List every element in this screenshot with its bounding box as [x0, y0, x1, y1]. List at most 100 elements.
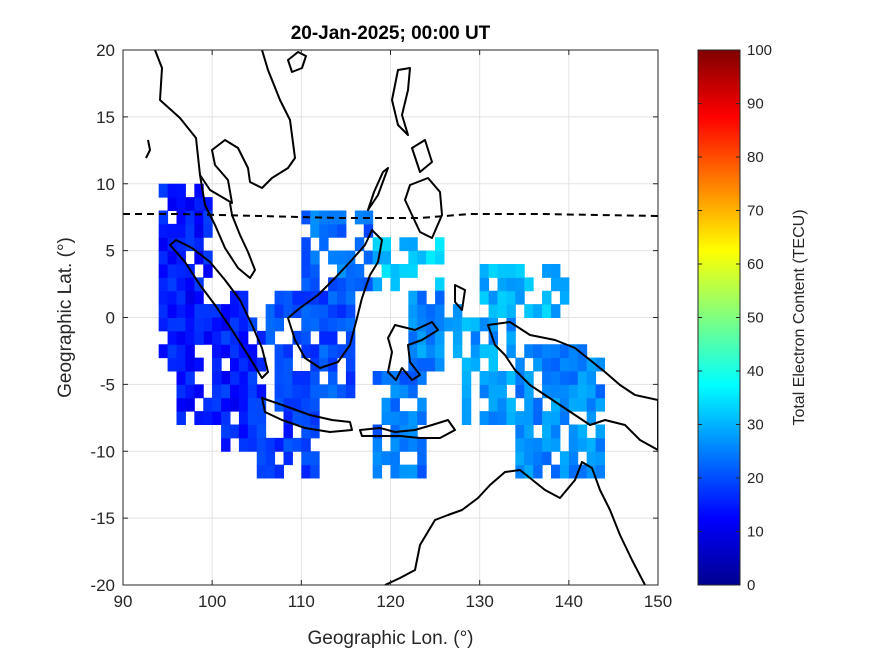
tec-cell — [203, 304, 213, 318]
tec-cell — [194, 290, 204, 305]
tec-cell — [488, 357, 498, 372]
tec-cell — [176, 210, 186, 225]
tec-cell — [194, 250, 204, 265]
tec-cell — [212, 344, 222, 359]
tec-cell — [533, 397, 543, 412]
tec-cell — [230, 371, 240, 385]
tec-cell — [319, 330, 329, 345]
y-tick-label: 20 — [96, 41, 115, 60]
tec-cell — [176, 411, 186, 425]
coastline-sulawesi — [387, 321, 439, 381]
x-axis-label: Geographic Lon. (°) — [307, 628, 473, 649]
tec-cell — [488, 344, 498, 359]
tec-cell — [488, 264, 498, 278]
tec-cell — [247, 397, 258, 412]
tec-cell — [301, 264, 311, 278]
tec-cell — [310, 317, 320, 332]
coastline-java — [261, 397, 353, 433]
tec-cell — [452, 317, 463, 332]
tec-cell — [176, 264, 186, 278]
tec-cell — [408, 237, 418, 252]
tec-cell — [301, 384, 311, 399]
tec-cell — [435, 237, 445, 252]
tec-cell — [506, 264, 516, 278]
coastline-malay-peninsula — [199, 174, 256, 279]
tec-cell — [283, 437, 293, 452]
tec-cell — [238, 397, 249, 412]
tec-cell — [435, 317, 445, 332]
tec-cell — [479, 384, 490, 399]
tec-cell — [212, 317, 222, 332]
colorbar-ticks: 0 10 20 30 40 50 60 70 80 90 100 — [698, 42, 772, 594]
tec-cell — [515, 277, 525, 292]
tec-cell — [301, 451, 311, 466]
tec-cell — [568, 344, 579, 359]
tec-cell — [470, 344, 481, 359]
tec-cell — [337, 290, 347, 305]
tec-cell — [461, 397, 472, 412]
chart-title: 20-Jan-2025; 00:00 UT — [291, 23, 491, 44]
tec-cell — [238, 371, 249, 385]
tec-cell — [577, 357, 588, 372]
tec-cell — [328, 223, 338, 238]
tec-cell — [337, 250, 347, 265]
tec-cell — [185, 223, 195, 238]
colorbar-tick-label: 80 — [747, 149, 764, 166]
tec-cell — [461, 357, 472, 372]
tec-cell — [328, 344, 338, 359]
tec-cell — [167, 277, 177, 292]
tec-cell — [274, 437, 284, 452]
tec-cell — [559, 277, 570, 292]
colorbar-tick-label: 20 — [747, 470, 764, 487]
tec-cell — [238, 317, 249, 332]
tec-cell — [167, 344, 177, 359]
tec-cell — [417, 371, 427, 385]
tec-cell — [292, 437, 302, 452]
tec-cell — [238, 411, 249, 425]
tec-cell — [328, 317, 338, 332]
tec-cell — [354, 210, 365, 225]
tec-cell — [203, 317, 213, 332]
tec-cell — [390, 384, 400, 399]
tec-cell — [221, 344, 231, 359]
colorbar-tick-label: 100 — [747, 42, 772, 59]
tec-cell — [212, 397, 222, 412]
tec-cell — [265, 304, 276, 318]
y-tick-label: -15 — [90, 509, 115, 528]
tec-cell — [238, 344, 249, 359]
coastline-hainan — [287, 51, 307, 73]
tec-cell — [515, 424, 525, 439]
tec-cell — [256, 330, 267, 345]
tec-cell — [283, 424, 293, 439]
tec-cell — [310, 277, 320, 292]
tec-cell — [176, 237, 186, 252]
colorbar-tick-label: 90 — [747, 96, 764, 113]
tec-cell — [345, 357, 356, 372]
tec-cell — [568, 397, 579, 412]
tec-cell — [247, 384, 258, 399]
tec-cell — [426, 317, 436, 332]
tec-cell — [185, 397, 195, 412]
tec-cell — [559, 451, 570, 466]
tec-cell — [452, 344, 463, 359]
tec-cell — [515, 437, 525, 452]
tec-cell — [524, 451, 534, 466]
colorbar-tick-label: 70 — [747, 203, 764, 220]
tec-cell — [533, 464, 543, 479]
tec-cell — [577, 464, 588, 479]
tec-cell — [408, 437, 418, 452]
colorbar-tick-label: 60 — [747, 256, 764, 273]
tec-cell — [568, 464, 579, 479]
tec-cell — [551, 397, 561, 412]
tec-cell — [488, 290, 498, 305]
tec-cell — [586, 437, 597, 452]
tec-cell — [408, 384, 418, 399]
tec-cell — [506, 304, 516, 318]
tec-cell — [551, 264, 561, 278]
tec-cell — [203, 197, 213, 211]
tec-cell — [559, 344, 570, 359]
tec-cell — [283, 411, 293, 425]
tec-cell — [310, 384, 320, 399]
tec-cell — [203, 397, 213, 412]
tec-cell — [497, 411, 507, 425]
